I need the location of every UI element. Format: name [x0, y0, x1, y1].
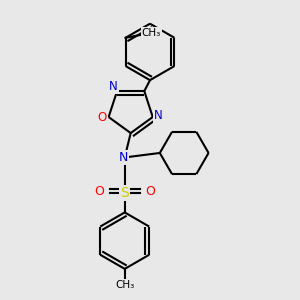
- Text: O: O: [98, 111, 107, 124]
- Text: N: N: [118, 151, 128, 164]
- Text: O: O: [146, 185, 155, 198]
- Text: CH₃: CH₃: [142, 28, 161, 38]
- Text: N: N: [154, 110, 163, 122]
- Text: S: S: [120, 186, 129, 200]
- Text: N: N: [109, 80, 118, 94]
- Text: O: O: [94, 185, 104, 198]
- Text: CH₃: CH₃: [115, 280, 134, 290]
